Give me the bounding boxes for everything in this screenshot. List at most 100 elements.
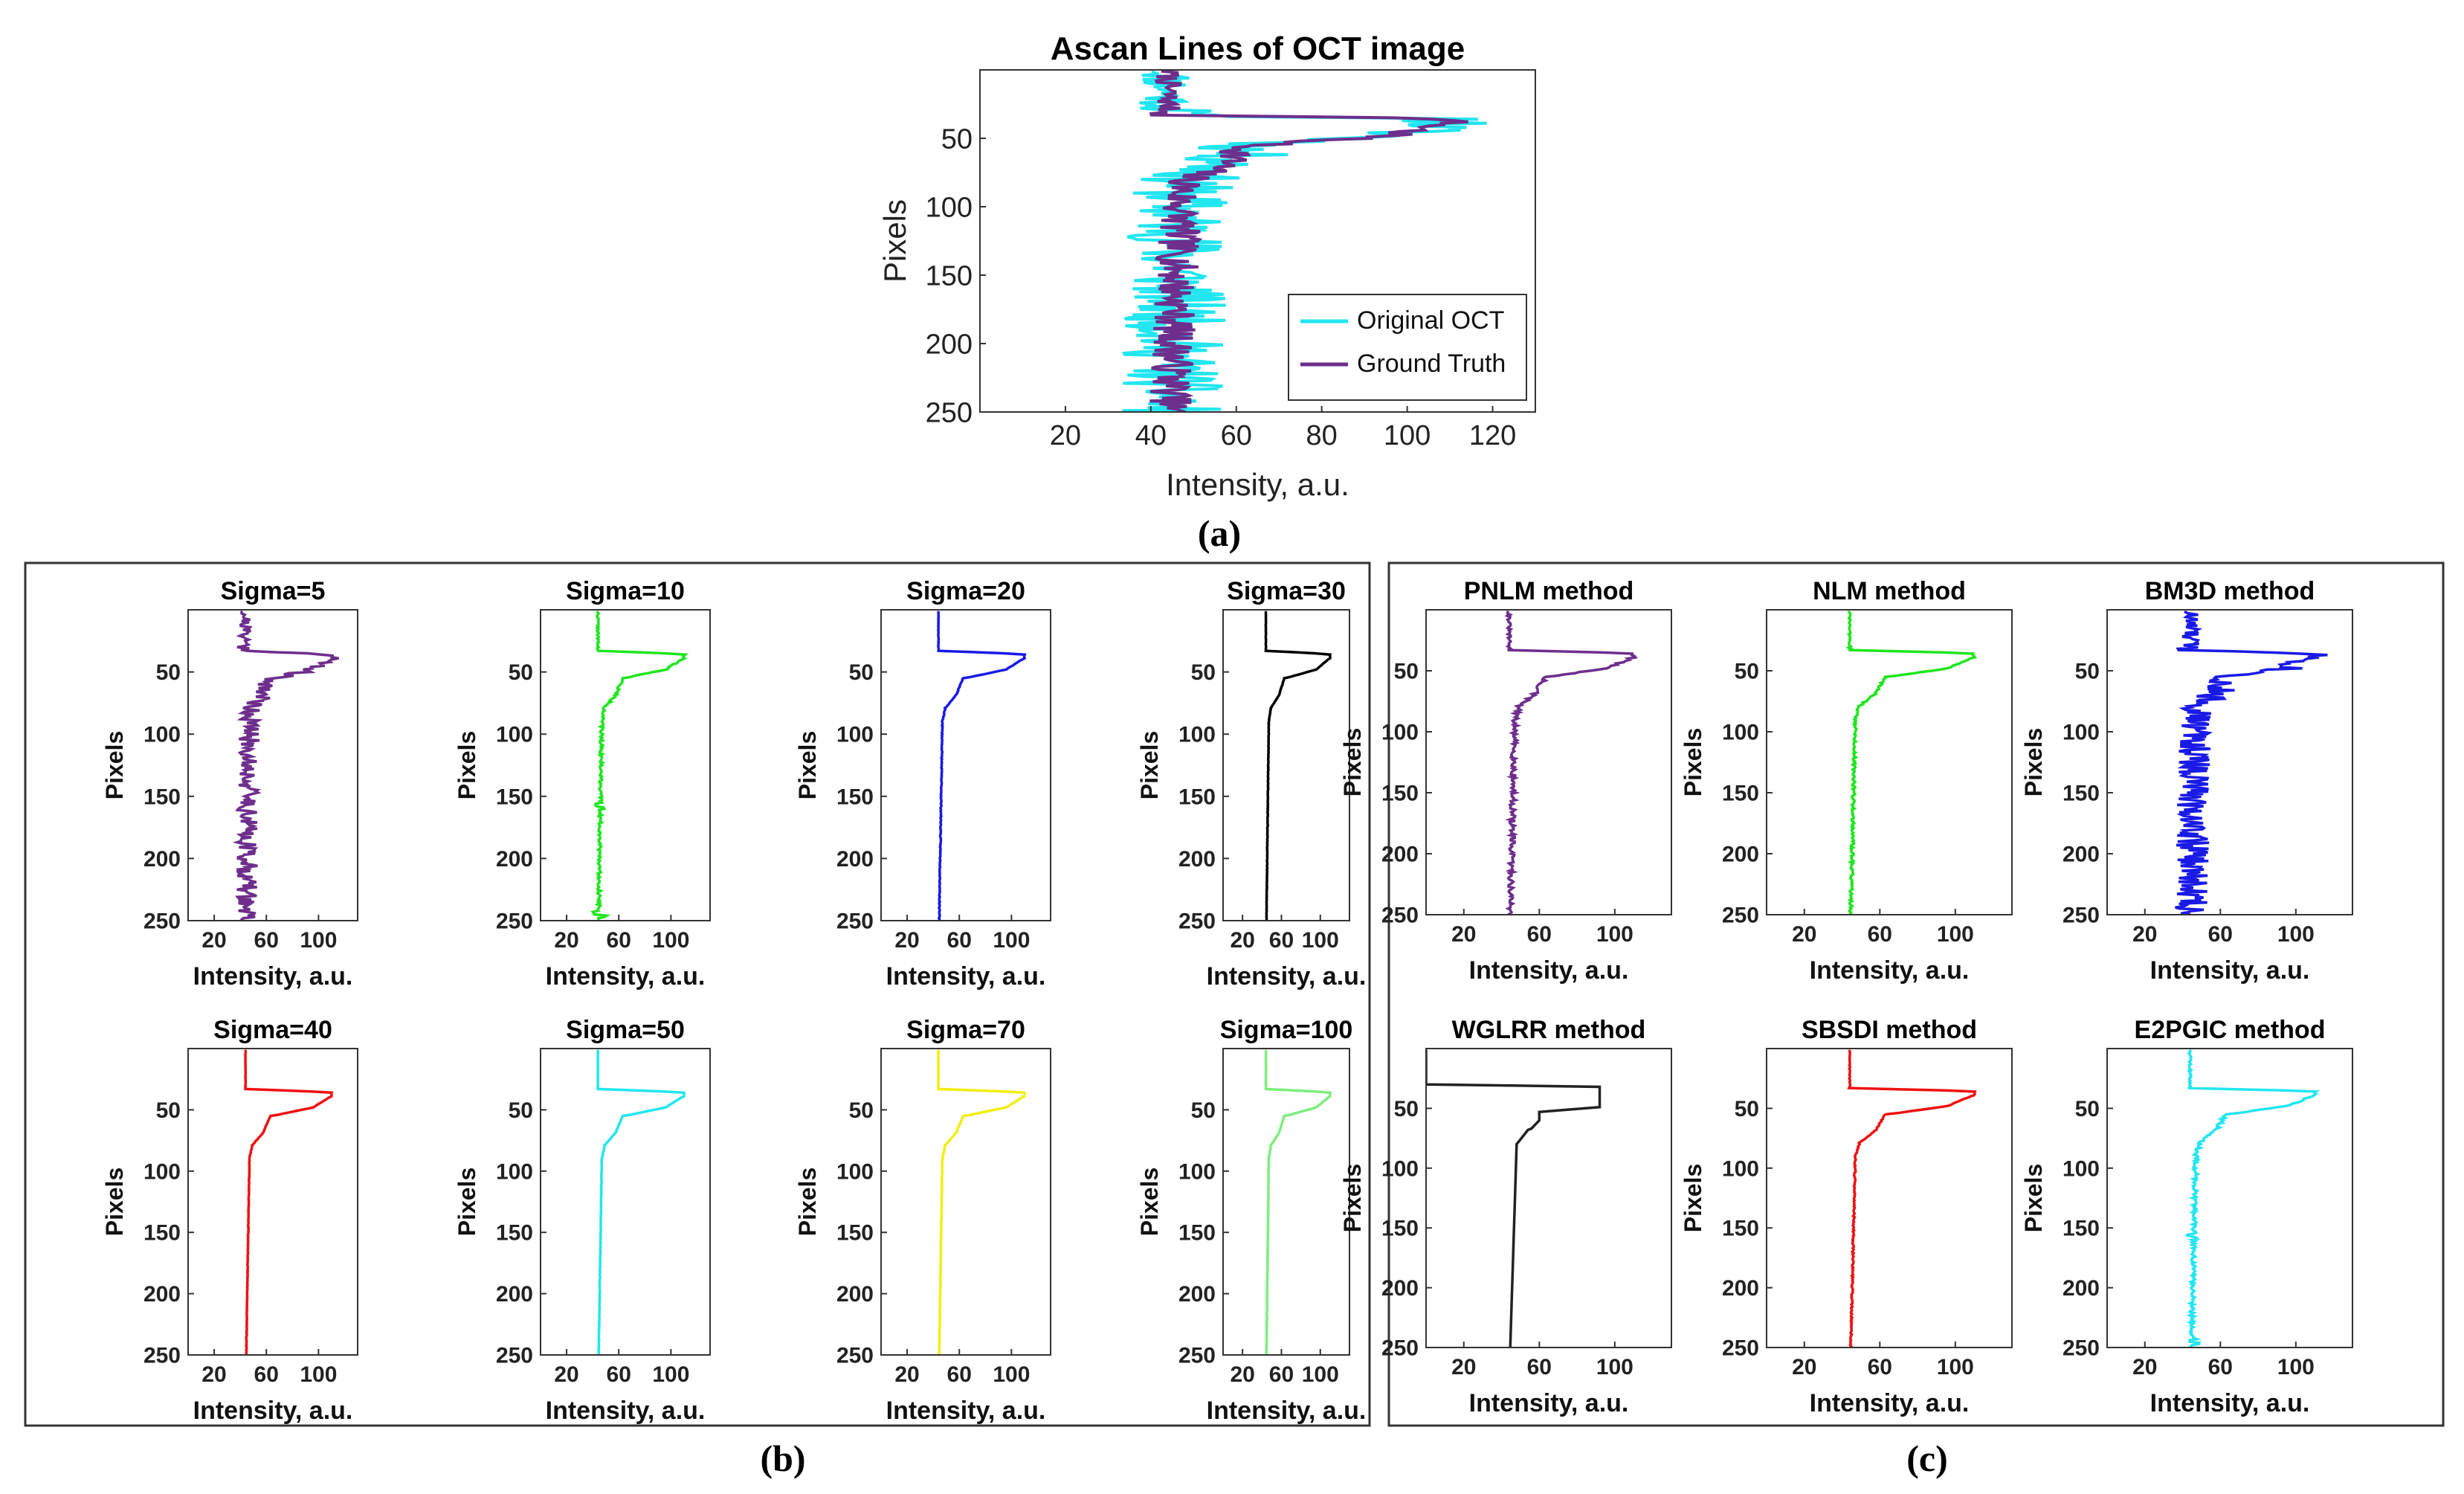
x-tick-label-b5-1: 60: [254, 1362, 279, 1387]
chart-b2: 20 60 100 50 100 150 200 250 Sigma=10 Intensity, …: [454, 577, 711, 991]
y-tick-label-b6-2: 150: [496, 1221, 533, 1246]
y-tick-label-c1-4: 250: [1381, 904, 1419, 928]
y-tick-label-c5-2: 150: [1722, 1217, 1759, 1241]
y-tick-label-c4-2: 150: [1381, 1217, 1419, 1241]
x-tick-label-c2-1: 60: [1868, 922, 1892, 947]
chart-title-c2: NLM method: [1813, 577, 1966, 605]
y-tick-label-c5-3: 200: [1722, 1276, 1759, 1301]
x-tick-label-c1-0: 20: [1451, 922, 1476, 947]
y-tick-label-c5-0: 50: [1735, 1097, 1759, 1121]
axes-box-c6: [2106, 1048, 2353, 1348]
panel-label-a: (a): [1198, 512, 1241, 554]
y-tick-label-c1-3: 200: [1381, 843, 1419, 867]
panel-label-c: (c): [1906, 1437, 1948, 1479]
chart-title-b4: Sigma=30: [1227, 577, 1346, 605]
axes-box-b6: [540, 1048, 711, 1356]
chart-title-c6: E2PGIC method: [2135, 1016, 2326, 1044]
x-tick-label-b1-0: 20: [201, 928, 226, 953]
y-tick-label-b2-2: 150: [496, 785, 533, 809]
y-tick-label-c6-1: 100: [2063, 1156, 2100, 1181]
y-tick-label-b2-3: 200: [496, 847, 533, 872]
x-tick-label-b7-1: 60: [947, 1362, 972, 1387]
y-axis-label-a: Pixels: [877, 199, 912, 283]
chart-b7: 20 60 100 50 100 150 200 250 Sigma=70 Intensity, …: [794, 1016, 1051, 1425]
y-tick-label-c3-4: 250: [2063, 904, 2100, 928]
x-axis-label-b3: Intensity, a.u.: [886, 962, 1046, 991]
chart-title-b2: Sigma=10: [566, 577, 685, 605]
x-axis-label-b7: Intensity, a.u.: [886, 1397, 1046, 1425]
y-tick-label-c3-0: 50: [2075, 660, 2100, 684]
y-axis-label-b1: Pixels: [101, 731, 128, 800]
y-tick-label-a-3: 200: [926, 329, 973, 360]
y-tick-label-b1-4: 250: [143, 909, 181, 934]
x-tick-label-b6-2: 100: [652, 1362, 689, 1387]
x-tick-label-c4-2: 100: [1596, 1355, 1633, 1379]
axes-box-c4: [1425, 1048, 1672, 1348]
x-axis-label-b6: Intensity, a.u.: [546, 1397, 706, 1425]
panel-b-frame: [24, 561, 1371, 1427]
x-tick-label-a-0: 20: [1050, 420, 1081, 451]
y-axis-label-b8: Pixels: [1136, 1168, 1163, 1237]
y-tick-label-c4-3: 200: [1381, 1276, 1419, 1301]
y-tick-label-a-1: 100: [926, 192, 973, 223]
x-tick-label-c2-2: 100: [1937, 922, 1974, 947]
axes-box-c1: [1425, 609, 1672, 915]
y-tick-label-c6-3: 200: [2063, 1276, 2100, 1301]
x-tick-label-c4-0: 20: [1451, 1355, 1476, 1379]
series-line-b1-0: [232, 610, 339, 921]
x-tick-label-b6-1: 60: [607, 1362, 631, 1387]
x-axis-label-b5: Intensity, a.u.: [193, 1397, 353, 1425]
series-line-c2-0: [1845, 611, 1978, 915]
y-tick-label-c3-3: 200: [2063, 843, 2100, 867]
y-tick-label-b5-0: 50: [156, 1098, 181, 1123]
x-tick-label-b5-0: 20: [201, 1362, 226, 1387]
y-tick-label-b3-2: 150: [836, 785, 874, 809]
chart-c1: 20 60 100 50 100 150 200 250 PNLM method Intensit…: [1339, 577, 1672, 985]
axes-box-c3: [2106, 609, 2353, 915]
y-tick-label-c4-0: 50: [1394, 1097, 1419, 1121]
chart-title-c1: PNLM method: [1464, 577, 1634, 605]
y-tick-label-b2-0: 50: [509, 660, 533, 685]
y-tick-label-b4-3: 200: [1178, 847, 1216, 872]
x-tick-label-b4-0: 20: [1230, 928, 1254, 953]
y-tick-label-c6-0: 50: [2075, 1097, 2100, 1121]
x-tick-label-b4-1: 60: [1269, 928, 1294, 953]
y-tick-label-c5-4: 250: [1722, 1336, 1759, 1361]
y-tick-label-b4-2: 150: [1178, 785, 1216, 809]
chart-a: 20 40 60 80 100 120 50 100 150 200 250 Ascan Lines …: [877, 30, 1536, 502]
y-tick-label-b7-1: 100: [836, 1159, 874, 1184]
x-tick-label-b8-0: 20: [1230, 1362, 1254, 1387]
x-tick-label-c6-2: 100: [2277, 1355, 2315, 1379]
y-tick-label-b5-4: 250: [143, 1344, 181, 1368]
chart-b6: 20 60 100 50 100 150 200 250 Sigma=50 Intensity, …: [454, 1016, 711, 1425]
series-line-b7-0: [937, 1049, 1026, 1355]
x-tick-label-a-5: 120: [1469, 420, 1516, 451]
y-tick-label-b7-0: 50: [849, 1098, 874, 1123]
y-axis-label-b3: Pixels: [794, 731, 821, 800]
x-tick-label-a-4: 100: [1384, 420, 1431, 451]
y-tick-label-b5-1: 100: [143, 1159, 181, 1184]
y-axis-label-c5: Pixels: [1680, 1164, 1706, 1233]
x-axis-label-c1: Intensity, a.u.: [1469, 956, 1629, 985]
y-axis-label-c4: Pixels: [1339, 1164, 1366, 1233]
x-axis-label-b2: Intensity, a.u.: [546, 962, 706, 991]
x-tick-label-b8-2: 100: [1302, 1362, 1339, 1387]
x-tick-label-b1-1: 60: [254, 928, 279, 953]
x-tick-label-b7-2: 100: [993, 1362, 1030, 1387]
y-axis-label-b2: Pixels: [454, 731, 480, 800]
axes-box-b5: [187, 1048, 358, 1356]
y-axis-label-c1: Pixels: [1339, 728, 1366, 797]
axes-box-a: [979, 69, 1536, 413]
y-tick-label-c3-1: 100: [2063, 721, 2100, 745]
y-tick-label-b2-4: 250: [496, 909, 533, 934]
axes-box-b3: [880, 609, 1051, 921]
chart-b5: 20 60 100 50 100 150 200 250 Sigma=40 Intensity, …: [101, 1016, 358, 1425]
series-line-b6-0: [596, 1049, 686, 1355]
chart-c4: 20 60 100 50 100 150 200 250 WGLRR method Intensi…: [1339, 1016, 1672, 1417]
y-tick-label-b6-3: 200: [496, 1282, 533, 1307]
legend-label-0: Original OCT: [1357, 306, 1504, 335]
y-tick-label-c1-0: 50: [1394, 660, 1419, 684]
y-tick-label-b6-0: 50: [509, 1098, 533, 1123]
y-tick-label-b8-2: 150: [1178, 1221, 1216, 1246]
